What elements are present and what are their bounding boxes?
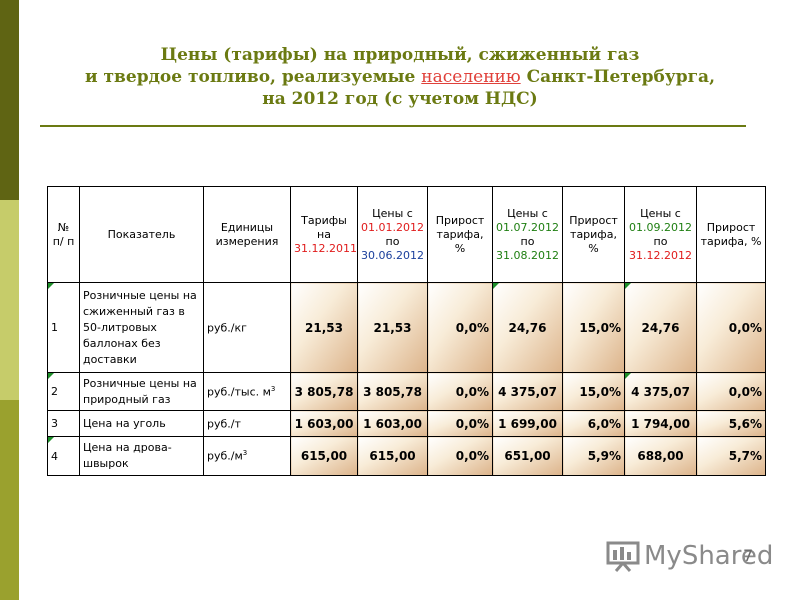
row-tariff: 615,00 bbox=[290, 436, 358, 476]
row-growth-2: 15,0% bbox=[562, 372, 625, 411]
table-row: 2 Розничные цены на природный газ руб./т… bbox=[47, 372, 766, 411]
page-number: 7 bbox=[743, 546, 754, 565]
header-period-1: Цены с 01.01.2012 по 30.06.2012 bbox=[357, 186, 428, 283]
row-unit: руб./тыс. м3 bbox=[203, 372, 291, 411]
table-row: 4 Цена на дрова-швырок руб./м3 615,00 61… bbox=[47, 436, 766, 476]
header-growth-3: Прирост тарифа, % bbox=[696, 186, 766, 283]
row-indicator: Розничные цены на сжиженный газ в 50-лит… bbox=[79, 282, 204, 373]
left-decorative-bar bbox=[0, 0, 19, 600]
row-number: 4 bbox=[47, 436, 80, 476]
header-tariff: Тарифы на 31.12.2011 bbox=[290, 186, 358, 283]
header-p1-label: Цены с bbox=[372, 206, 413, 220]
sidebar-block-light bbox=[0, 200, 19, 400]
row-number: 2 bbox=[47, 372, 80, 411]
header-p1-po: по bbox=[385, 234, 400, 248]
row-price-2: 4 375,07 bbox=[492, 372, 563, 411]
row-price-1: 615,00 bbox=[357, 436, 428, 476]
row-price-2: 1 699,00 bbox=[492, 410, 563, 437]
header-period-2: Цены с 01.07.2012 по 31.08.2012 bbox=[492, 186, 563, 283]
row-price-2: 651,00 bbox=[492, 436, 563, 476]
row-growth-2: 6,0% bbox=[562, 410, 625, 437]
header-p1-to: 30.06.2012 bbox=[361, 248, 424, 262]
header-indicator: Показатель bbox=[79, 186, 204, 283]
row-number: 3 bbox=[47, 410, 80, 437]
row-price-1: 21,53 bbox=[357, 282, 428, 373]
logo-text: MyShared bbox=[644, 541, 774, 571]
header-p3-po: по bbox=[653, 234, 668, 248]
header-p3-from: 01.09.2012 bbox=[629, 220, 692, 234]
title-line-2-end: Санкт-Петербурга, bbox=[520, 67, 715, 87]
row-growth-3: 0,0% bbox=[696, 372, 766, 411]
row-growth-1: 0,0% bbox=[427, 282, 493, 373]
header-growth-1: Прирост тарифа, % bbox=[427, 186, 493, 283]
header-growth-2: Прирост тарифа, % bbox=[562, 186, 625, 283]
presentation-board-icon bbox=[606, 541, 640, 572]
row-unit: руб./м3 bbox=[203, 436, 291, 476]
row-indicator: Цена на дрова-швырок bbox=[79, 436, 204, 476]
header-units: Единицы измерения bbox=[203, 186, 291, 283]
title-line-3: на 2012 год (с учетом НДС) bbox=[262, 89, 538, 109]
row-growth-3: 0,0% bbox=[696, 282, 766, 373]
header-p2-from: 01.07.2012 bbox=[496, 220, 559, 234]
row-tariff: 3 805,78 bbox=[290, 372, 358, 411]
row-growth-2: 15,0% bbox=[562, 282, 625, 373]
header-p2-po: по bbox=[520, 234, 535, 248]
title-divider bbox=[40, 125, 746, 127]
header-tariff-date: 31.12.2011 bbox=[294, 241, 357, 255]
row-growth-2: 5,9% bbox=[562, 436, 625, 476]
row-growth-3: 5,7% bbox=[696, 436, 766, 476]
title-highlight-link[interactable]: населению bbox=[421, 67, 521, 87]
row-price-3: 4 375,07 bbox=[624, 372, 697, 411]
header-tariff-label: Тарифы на bbox=[301, 213, 347, 241]
title-line-1: Цены (тарифы) на природный, сжиженный га… bbox=[160, 45, 640, 65]
row-tariff: 21,53 bbox=[290, 282, 358, 373]
header-p3-label: Цены с bbox=[640, 206, 681, 220]
row-indicator: Цена на уголь bbox=[79, 410, 204, 437]
row-number: 1 bbox=[47, 282, 80, 373]
header-no: № п/ п bbox=[47, 186, 80, 283]
table-header-row: № п/ п Показатель Единицы измерения Тари… bbox=[47, 186, 766, 283]
sidebar-block-dark bbox=[0, 0, 19, 200]
table-row: 3 Цена на уголь руб./т 1 603,00 1 603,00… bbox=[47, 410, 766, 437]
sidebar-block-mid bbox=[0, 400, 19, 600]
header-period-3: Цены с 01.09.2012 по 31.12.2012 bbox=[624, 186, 697, 283]
title-line-2: и твердое топливо, реализуемые населению… bbox=[40, 66, 760, 88]
table-row: 1 Розничные цены на сжиженный газ в 50-л… bbox=[47, 282, 766, 373]
header-p2-to: 31.08.2012 bbox=[496, 248, 559, 262]
row-indicator: Розничные цены на природный газ bbox=[79, 372, 204, 411]
row-price-1: 3 805,78 bbox=[357, 372, 428, 411]
row-price-1: 1 603,00 bbox=[357, 410, 428, 437]
row-tariff: 1 603,00 bbox=[290, 410, 358, 437]
row-unit: руб./кг bbox=[203, 282, 291, 373]
myshared-logo[interactable]: MyShared bbox=[606, 538, 773, 578]
row-growth-1: 0,0% bbox=[427, 436, 493, 476]
row-unit: руб./т bbox=[203, 410, 291, 437]
row-growth-1: 0,0% bbox=[427, 410, 493, 437]
header-p2-label: Цены с bbox=[507, 206, 548, 220]
header-p3-to: 31.12.2012 bbox=[629, 248, 692, 262]
slide-title: Цены (тарифы) на природный, сжиженный га… bbox=[40, 44, 760, 110]
row-price-3: 1 794,00 bbox=[624, 410, 697, 437]
header-p1-from: 01.01.2012 bbox=[361, 220, 424, 234]
row-price-2: 24,76 bbox=[492, 282, 563, 373]
row-growth-1: 0,0% bbox=[427, 372, 493, 411]
row-price-3: 24,76 bbox=[624, 282, 697, 373]
row-growth-3: 5,6% bbox=[696, 410, 766, 437]
price-table: № п/ п Показатель Единицы измерения Тари… bbox=[47, 186, 766, 476]
row-price-3: 688,00 bbox=[624, 436, 697, 476]
title-line-2-start: и твердое топливо, реализуемые bbox=[85, 67, 422, 87]
